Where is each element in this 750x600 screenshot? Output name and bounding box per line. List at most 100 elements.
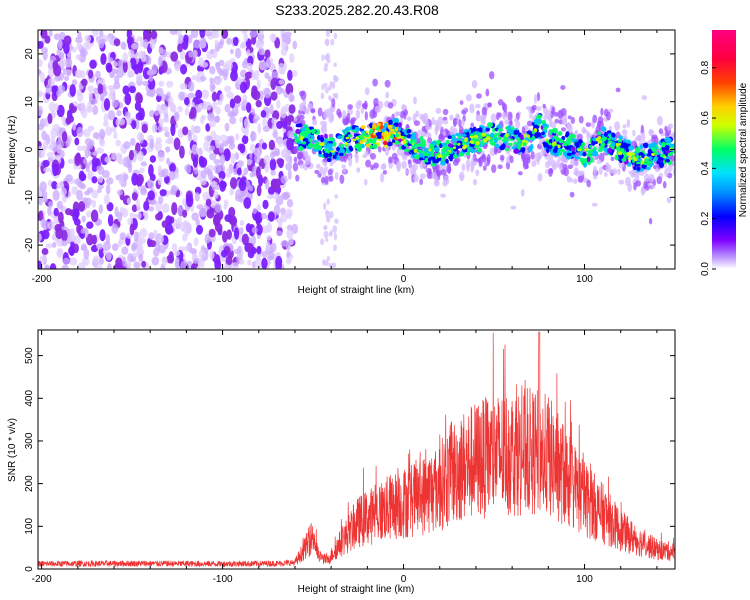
spectrogram-halo-mark	[364, 178, 368, 186]
spectrogram-signal-mark	[490, 141, 496, 146]
spectrogram-noise-mark	[236, 167, 242, 176]
spectrogram-halo-mark	[664, 131, 670, 139]
spectrogram-noise-mark	[192, 134, 198, 143]
spectrogram-signal-mark	[579, 151, 584, 157]
spectrogram-signal-mark	[305, 127, 310, 132]
spectrogram-noise-mark	[285, 208, 293, 218]
spectrogram-noise-mark	[226, 229, 232, 240]
spectrogram-noise-mark	[122, 85, 130, 95]
spectrogram-noise-mark	[119, 232, 127, 241]
spectrogram-noise-mark	[93, 87, 99, 95]
spectrogram-noise-mark	[142, 80, 149, 87]
spectrogram-halo-mark	[510, 205, 517, 210]
spectrogram-noise-mark	[105, 251, 112, 261]
spectrogram-noise-mark	[159, 189, 167, 197]
spectrogram-noise-mark	[254, 257, 263, 268]
spectrogram-halo-mark	[486, 153, 491, 164]
spectrogram-noise-mark	[108, 91, 115, 100]
spectrogram-noise-mark	[270, 78, 277, 91]
spectrogram-noise-mark	[117, 240, 122, 248]
spectrogram-noise-mark	[158, 234, 164, 244]
spectrogram-noise-mark	[256, 79, 261, 89]
spectrogram-ridge-mark	[509, 138, 514, 142]
spectrogram-noise-mark	[79, 172, 87, 182]
spectrogram-halo-mark	[431, 116, 435, 126]
spectrogram-noise-mark	[212, 101, 218, 109]
spectrogram-noise-mark	[266, 221, 272, 233]
spectrogram-ytick-label: 10	[24, 96, 35, 108]
spectrogram-noise-mark	[80, 49, 88, 57]
spectrogram-noise-mark	[214, 39, 219, 47]
spectrogram-noise-mark	[53, 33, 61, 41]
spectrogram-strip-mark	[329, 80, 334, 88]
spectrogram-noise-mark	[96, 165, 102, 171]
spectrogram-halo-mark	[550, 121, 557, 129]
spectrogram-noise-mark	[289, 53, 295, 64]
spectrogram-ridge-mark	[300, 132, 305, 135]
spectrogram-noise-mark	[148, 232, 155, 240]
spectrogram-noise-mark	[99, 30, 104, 38]
spectrogram-noise-mark	[209, 250, 215, 260]
spectrogram-signal-mark	[607, 148, 613, 154]
spectrogram-noise-mark	[51, 241, 57, 248]
spectrogram-noise-mark	[269, 33, 277, 42]
spectrogram-noise-mark	[183, 34, 189, 44]
spectrogram-noise-mark	[190, 124, 196, 136]
snr-xtick-label: 0	[401, 574, 407, 585]
spectrogram-halo-mark	[666, 196, 672, 204]
spectrogram-ytick-label: -10	[24, 190, 35, 205]
spectrogram-halo-mark	[493, 147, 498, 155]
spectrogram-noise-mark	[76, 224, 82, 234]
spectrogram-noise-mark	[61, 131, 68, 143]
spectrogram-noise-mark	[204, 101, 212, 111]
spectrogram-signal-mark	[452, 154, 458, 159]
spectrogram-noise-mark	[158, 118, 164, 128]
spectrogram-signal-mark	[421, 143, 427, 147]
spectrogram-noise-mark	[200, 169, 207, 179]
spectrogram-halo-mark	[569, 191, 575, 198]
spectrogram-halo-mark	[643, 180, 648, 190]
spectrogram-noise-mark	[148, 164, 154, 177]
spectrogram-noise-mark	[59, 150, 65, 159]
spectrogram-halo-mark	[459, 100, 464, 105]
spectrogram-noise-mark	[73, 208, 80, 219]
spectrogram-noise-mark	[88, 69, 94, 79]
spectrogram-noise-mark	[271, 117, 278, 125]
spectrogram-noise-mark	[243, 167, 249, 176]
spectrogram-halo-mark	[425, 124, 431, 131]
spectrogram-halo-mark	[321, 124, 328, 135]
spectrogram-signal-mark	[464, 129, 468, 133]
spectrogram-strip-mark	[324, 86, 329, 94]
spectrogram-noise-mark	[250, 108, 255, 115]
colorbar-scale	[712, 30, 736, 269]
spectrogram-noise-mark	[126, 117, 132, 125]
spectrogram-noise-mark	[251, 71, 256, 81]
spectrogram-noise-mark	[267, 211, 275, 222]
spectrogram-signal-mark	[597, 131, 601, 137]
spectrogram-noise-mark	[246, 62, 253, 71]
spectrogram-noise-mark	[264, 163, 270, 173]
spectrogram-halo-mark	[303, 107, 308, 114]
snr-marks	[38, 331, 675, 568]
spectrogram-noise-mark	[287, 169, 292, 180]
spectrogram-noise-mark	[173, 137, 181, 151]
spectrogram-noise-mark	[230, 70, 238, 82]
spectrogram-signal-mark	[397, 126, 402, 132]
spectrogram-strip-mark	[329, 210, 334, 219]
spectrogram-signal-mark	[392, 125, 396, 130]
spectrogram-halo-mark	[346, 112, 351, 122]
spectrogram-noise-mark	[98, 204, 103, 214]
spectrogram-signal-mark	[370, 134, 377, 139]
spectrogram-halo-mark	[399, 110, 405, 119]
spectrogram-noise-mark	[261, 212, 267, 220]
spectrogram-noise-mark	[106, 177, 114, 185]
spectrogram-halo-mark	[566, 175, 571, 183]
spectrogram-noise-mark	[38, 69, 42, 75]
spectrogram-ridge-mark	[659, 154, 665, 158]
spectrogram-signal-mark	[606, 130, 612, 134]
spectrogram-noise-mark	[83, 248, 90, 260]
spectrogram-signal-mark	[429, 143, 434, 148]
spectrogram-halo-mark	[592, 165, 598, 176]
spectrogram-noise-mark	[74, 137, 80, 146]
